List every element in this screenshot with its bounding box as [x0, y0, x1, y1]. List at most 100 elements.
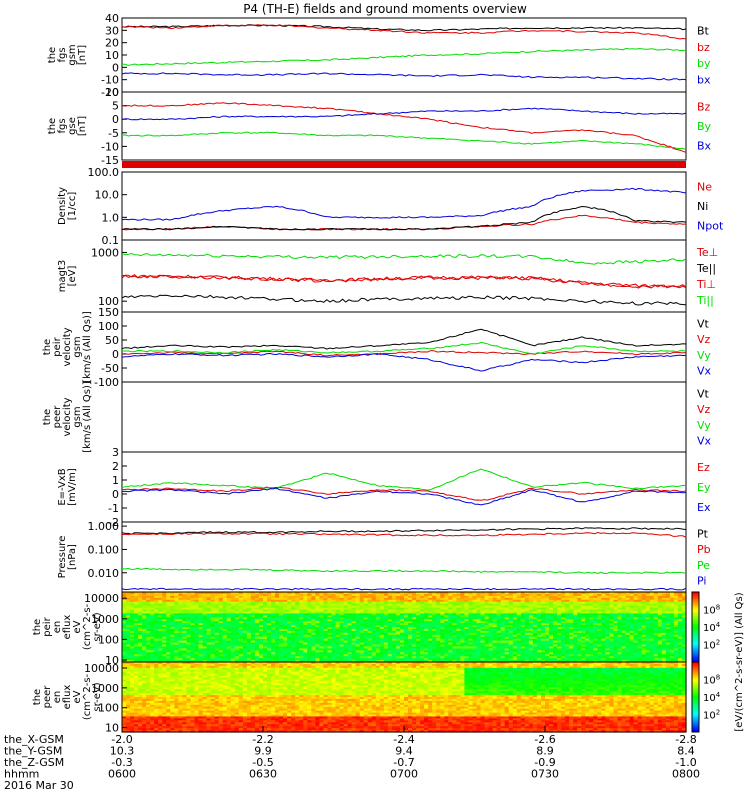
- y-tick-label: 40: [105, 12, 119, 25]
- legend-Ti⊥: Ti⊥: [696, 278, 716, 291]
- y-tick-label: 100.0: [88, 166, 120, 179]
- y-tick-label: 5: [112, 100, 119, 113]
- legend-Vz: Vz: [697, 333, 711, 346]
- legend-Pt: Pt: [697, 528, 709, 541]
- legend-Ne: Ne: [697, 181, 712, 194]
- y-axis-label-line: [nPa]: [67, 544, 78, 570]
- y-axis-label-line: [1/cc]: [67, 192, 78, 221]
- series-line-Te||: [122, 295, 686, 305]
- y-tick-label: 0.100: [88, 543, 120, 556]
- series-line-bx: [122, 73, 686, 80]
- series-line-Pi: [122, 588, 686, 590]
- legend-Vx: Vx: [697, 364, 712, 377]
- y-tick-label: 1: [112, 474, 119, 487]
- legend-Vy: Vy: [697, 349, 711, 362]
- y-tick-label: 100: [98, 320, 119, 333]
- legend-Pi: Pi: [697, 574, 706, 587]
- y-axis-label-line: [km/s (All Qs)]: [82, 311, 93, 383]
- legend-Pb: Pb: [697, 543, 711, 556]
- y-tick-label: 1.000: [88, 520, 120, 533]
- legend-Vt: Vt: [697, 388, 710, 401]
- legend-Vz: Vz: [697, 403, 711, 416]
- series-line-bz: [122, 25, 686, 39]
- y-axis-label-line: [km/s (All Qs)]: [82, 381, 93, 453]
- legend-Te⊥: Te⊥: [696, 246, 718, 259]
- y-tick-label: 3: [112, 446, 119, 459]
- legend-Bz: Bz: [697, 101, 711, 114]
- y-tick-label: 50: [105, 334, 119, 347]
- legend-bx: bx: [697, 74, 711, 87]
- y-axis-label-line: [mV/m]: [67, 468, 78, 506]
- series-line-Te⊥: [122, 275, 686, 288]
- series-line-Pb: [122, 533, 686, 538]
- y-tick-label: 0.010: [88, 567, 120, 580]
- legend-Ni: Ni: [697, 200, 708, 213]
- y-tick-label: 20: [105, 37, 119, 50]
- legend-Bt: Bt: [697, 24, 710, 37]
- legend-bz: bz: [697, 41, 710, 54]
- series-line-Ti||: [122, 254, 686, 265]
- series-line-Vt: [122, 329, 686, 349]
- red-divider-bar: [122, 161, 686, 168]
- y-tick-label: 1.0: [102, 211, 120, 224]
- y-axis-label-line: [nT]: [77, 45, 88, 65]
- legend-Pe: Pe: [697, 559, 710, 572]
- y-tick-label: 10.0: [95, 189, 120, 202]
- series-line-Ti⊥: [122, 275, 686, 287]
- y-tick-label: 0: [112, 348, 119, 361]
- series-line-Bx: [122, 108, 686, 120]
- legend-By: By: [697, 120, 712, 133]
- legend-Ex: Ex: [697, 501, 711, 514]
- panel-frame: [122, 92, 686, 160]
- panel-frame: [122, 452, 686, 522]
- y-tick-label: 0: [112, 488, 119, 501]
- figure-title: P4 (TH-E) fields and ground moments over…: [243, 2, 527, 16]
- panel-frame: [122, 382, 686, 452]
- legend-Ti||: Ti||: [696, 294, 714, 307]
- y-axis-label-line: [eV]: [67, 266, 78, 287]
- legend-Vx: Vx: [697, 434, 712, 447]
- y-axis-label-line: [nT]: [77, 116, 88, 136]
- legend-Ez: Ez: [697, 461, 710, 474]
- series-line-Vx: [122, 354, 686, 372]
- legend-Te||: Te||: [696, 262, 716, 275]
- panel-frame: [122, 18, 686, 92]
- y-tick-label: 0: [112, 61, 119, 74]
- legend-Ey: Ey: [697, 481, 711, 494]
- legend-Bx: Bx: [697, 139, 712, 152]
- y-tick-label: -1: [108, 502, 119, 515]
- series-line-Pe: [122, 568, 686, 573]
- y-tick-label: 1000: [91, 246, 119, 259]
- series-line-By: [122, 132, 686, 150]
- y-tick-label: 30: [105, 24, 119, 37]
- series-line-Bt: [122, 25, 686, 31]
- y-tick-label: 2: [112, 460, 119, 473]
- series-line-Bz: [122, 103, 686, 153]
- series-line-Npot: [122, 188, 686, 220]
- y-tick-label: -10: [101, 74, 119, 87]
- y-tick-label: -100: [94, 376, 119, 389]
- y-tick-label: 10: [105, 49, 119, 62]
- y-tick-label: -10: [101, 140, 119, 153]
- y-tick-label: 10: [105, 86, 119, 99]
- legend-Vy: Vy: [697, 419, 711, 432]
- legend-by: by: [697, 57, 711, 70]
- y-tick-label: 0: [112, 113, 119, 126]
- y-tick-label: -50: [101, 362, 119, 375]
- y-tick-label: -5: [108, 127, 119, 140]
- series-line-Ey: [122, 469, 686, 490]
- y-tick-label: 0.1: [102, 234, 120, 247]
- y-tick-label: 150: [98, 306, 119, 319]
- series-line-by: [122, 48, 686, 65]
